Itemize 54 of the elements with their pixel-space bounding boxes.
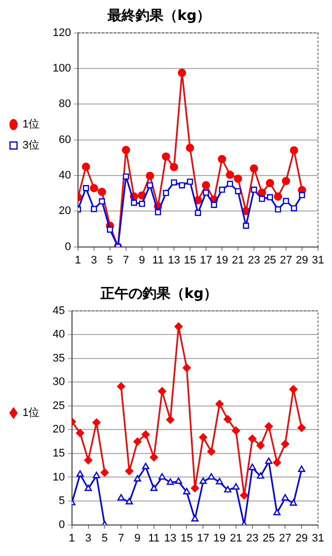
y-tick-label: 60: [58, 134, 71, 146]
x-tick-label: 13: [168, 254, 180, 266]
y-tick-label: 0: [58, 518, 65, 531]
x-tick-label: 1: [74, 254, 82, 266]
x-tick-label: 25: [262, 532, 275, 544]
x-tick-label: 23: [246, 532, 258, 544]
x-tick-label: 21: [232, 254, 244, 266]
y-tick-label: 40: [58, 170, 71, 182]
chart-title: 正午の釣果（kg）: [99, 286, 218, 302]
x-tick-label: 29: [295, 532, 308, 544]
chart-title: 最終釣果（kg）: [106, 8, 211, 24]
x-tick-label: 5: [102, 532, 108, 544]
x-tick-label: 9: [134, 532, 141, 544]
x-tick-label: 19: [216, 254, 228, 266]
x-tick-label: 3: [90, 254, 98, 266]
x-tick-label: 23: [248, 254, 260, 266]
x-tick-label: 11: [152, 254, 164, 266]
y-tick-label: 120: [52, 26, 71, 39]
x-tick-label: 25: [264, 254, 276, 266]
y-tick-label: 0: [64, 240, 71, 253]
x-tick-label: 3: [85, 532, 92, 544]
legend-label: 1位: [22, 118, 40, 131]
y-tick-label: 100: [52, 62, 71, 74]
y-tick-label: 40: [52, 328, 65, 341]
x-tick-label: 17: [197, 532, 210, 544]
x-tick-label: 29: [296, 254, 308, 266]
y-tick-label: 20: [52, 424, 65, 436]
x-tick-label: 13: [164, 532, 176, 544]
x-tick-label: 21: [230, 532, 242, 544]
y-tick-label: 25: [52, 400, 65, 412]
x-tick-label: 15: [184, 254, 196, 266]
x-tick-label: 17: [200, 254, 212, 266]
x-tick-label: 27: [280, 254, 292, 266]
x-tick-label: 31: [312, 532, 324, 544]
y-tick-label: 30: [52, 376, 65, 388]
x-tick-label: 5: [106, 254, 114, 266]
legend-label: 1位: [22, 407, 40, 420]
x-tick-label: 9: [138, 254, 146, 266]
x-tick-label: 11: [148, 532, 160, 544]
x-tick-label: 7: [118, 532, 124, 544]
y-tick-label: 15: [52, 448, 65, 460]
legend-label: 3位: [22, 140, 40, 152]
y-tick-label: 20: [58, 205, 71, 218]
x-tick-label: 31: [312, 254, 324, 266]
y-tick-label: 45: [52, 304, 65, 317]
y-tick-label: 5: [58, 495, 65, 508]
x-tick-label: 15: [180, 532, 193, 544]
x-tick-label: 27: [279, 532, 292, 544]
y-tick-label: 10: [52, 471, 65, 484]
y-tick-label: 35: [52, 352, 65, 364]
x-tick-label: 19: [213, 532, 226, 544]
x-tick-label: 7: [122, 254, 130, 266]
x-tick-label: 1: [68, 532, 75, 544]
y-tick-label: 80: [58, 98, 71, 110]
